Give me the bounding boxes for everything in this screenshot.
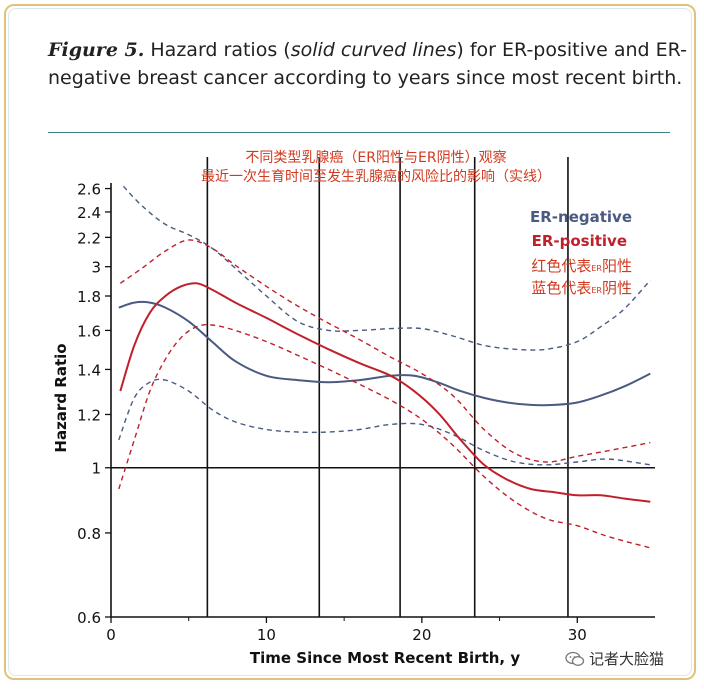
y-tick-label: 3	[91, 259, 101, 277]
y-tick-label: 1.4	[77, 361, 101, 379]
x-axis-label: Time Since Most Recent Birth, y	[250, 649, 520, 667]
caption-text-before: Hazard ratios (	[144, 39, 291, 61]
series-layer	[118, 185, 651, 549]
caption-text-italic: solid curved lines	[290, 39, 457, 61]
figure-label: Figure 5.	[48, 39, 145, 61]
caption-divider	[48, 132, 670, 133]
watermark-text: 记者大脸猫	[589, 650, 665, 668]
series-er-positive-lower-ci	[118, 324, 651, 549]
y-tick-label: 2.4	[77, 204, 101, 222]
y-tick-label: 0.6	[77, 609, 101, 627]
annotation-line-1: 不同类型乳腺癌（ER阳性与ER阴性）观察	[245, 149, 506, 166]
grid-layer	[111, 157, 655, 617]
y-tick-label: 1.2	[77, 406, 101, 424]
outer-frame	[4, 4, 696, 680]
inner-frame	[8, 8, 692, 676]
caption-text-after: ) for ER-positive and ER-negative breast…	[48, 39, 687, 89]
legend-note-blue-sub: ER	[591, 286, 602, 295]
legend-note-red-prefix: 红色代表	[531, 257, 591, 275]
y-tick-label: 1.8	[77, 288, 101, 306]
x-tick-label: 10	[257, 626, 276, 644]
series-er-negative-lower-ci	[118, 378, 651, 466]
series-er-positive-upper-ci	[119, 239, 651, 463]
x-tick-label: 20	[412, 626, 431, 644]
legend-er-positive: ER-positive	[532, 232, 627, 250]
y-tick-label: 0.8	[77, 525, 101, 543]
figure-caption: Figure 5. Hazard ratios (solid curved li…	[48, 36, 688, 92]
x-tick-label: 0	[106, 626, 116, 644]
y-tick-label: 1.6	[77, 322, 101, 340]
series-er-negative-upper-ci	[122, 185, 651, 351]
legend-note-blue-prefix: 蓝色代表	[531, 279, 591, 297]
legend-note-blue: 蓝色代表ER阴性	[531, 279, 632, 297]
y-tick-label: 2.2	[77, 229, 101, 247]
legend-note-red: 红色代表ER阳性	[531, 257, 632, 275]
watermark: 记者大脸猫	[565, 648, 664, 669]
series-er-positive	[119, 282, 651, 503]
legend-note-red-sub: ER	[591, 264, 602, 273]
legend-er-negative: ER-negative	[530, 208, 632, 226]
x-tick-label: 30	[568, 626, 587, 644]
wechat-icon	[565, 651, 585, 666]
axis-layer: 0.60.811.21.41.61.82.22.42.630 10 20 30	[77, 181, 655, 644]
legend-note-red-suffix: 阳性	[602, 257, 632, 275]
y-axis-label: Hazard Ratio	[52, 343, 70, 452]
y-tick-label: 1	[91, 460, 101, 478]
y-tick-label: 2.6	[77, 181, 101, 199]
legend-note-blue-suffix: 阴性	[602, 279, 632, 297]
annotation-line-2: 最近一次生育时间至发生乳腺癌的风险比的影响（实线）	[201, 169, 551, 185]
